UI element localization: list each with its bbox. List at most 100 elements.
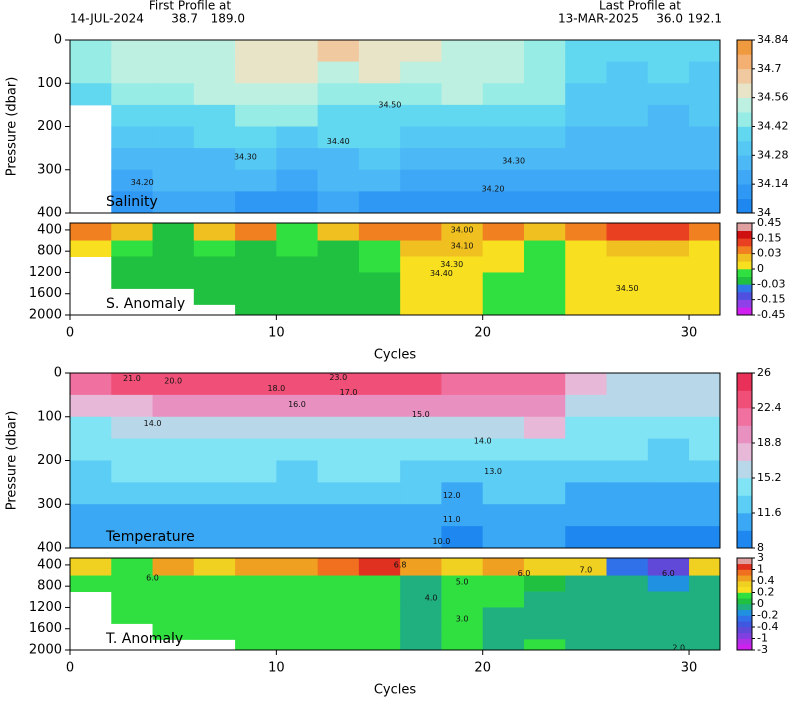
heat-cell bbox=[689, 623, 721, 640]
heat-cell bbox=[111, 438, 154, 461]
colorbar-bin bbox=[737, 581, 752, 588]
x-tick-label: 30 bbox=[681, 661, 698, 676]
heat-cell bbox=[689, 504, 721, 527]
heat-cell bbox=[565, 438, 608, 461]
heat-cell bbox=[317, 223, 360, 242]
heat-cell bbox=[235, 460, 277, 483]
heat-cell bbox=[193, 623, 236, 640]
heat-cell bbox=[276, 126, 319, 149]
heat-cell bbox=[400, 126, 442, 149]
colorbar-bin bbox=[737, 83, 752, 98]
heat-cell bbox=[689, 61, 721, 84]
heat-cell bbox=[152, 482, 195, 505]
contour-label: 7.0 bbox=[580, 566, 593, 575]
heat-cell bbox=[111, 169, 154, 192]
colorbar-bin bbox=[737, 198, 752, 214]
heat-cell bbox=[441, 240, 484, 258]
contour-label: 14.0 bbox=[474, 436, 492, 445]
heat-cell bbox=[358, 126, 401, 149]
heat-cell bbox=[111, 148, 154, 171]
heat-cell bbox=[400, 272, 442, 289]
colorbar-tick-label: 1 bbox=[757, 563, 764, 576]
heat-cell bbox=[70, 526, 112, 549]
heat-cell bbox=[523, 272, 566, 289]
heat-cell bbox=[235, 272, 277, 289]
heat-cell bbox=[482, 104, 525, 127]
heat-cell bbox=[523, 288, 566, 305]
heat-cell bbox=[565, 607, 608, 624]
heat-cell bbox=[689, 104, 721, 127]
heat-cell bbox=[111, 191, 154, 214]
colorbar-bin bbox=[737, 495, 752, 514]
heat-cell bbox=[647, 191, 690, 214]
heat-cell bbox=[193, 482, 236, 505]
y-tick-label: 2000 bbox=[29, 643, 62, 658]
heat-cell bbox=[606, 482, 649, 505]
heat-cell bbox=[152, 460, 195, 483]
y-tick-label: 400 bbox=[37, 222, 62, 237]
heat-cell bbox=[441, 623, 484, 640]
heat-cell bbox=[647, 169, 690, 192]
colorbar-bin bbox=[737, 575, 752, 582]
heat-cell bbox=[111, 104, 154, 127]
contour-label: 10.0 bbox=[433, 537, 451, 546]
heat-cell bbox=[523, 460, 566, 483]
x-tick-label: 20 bbox=[474, 326, 491, 341]
heat-cell bbox=[317, 575, 360, 593]
heat-cell bbox=[276, 504, 319, 527]
heat-cell bbox=[400, 623, 442, 640]
heat-cell bbox=[441, 575, 484, 593]
colorbar-tick-label: 8 bbox=[757, 541, 764, 554]
y-tick-label: 200 bbox=[37, 453, 62, 468]
heat-cell bbox=[482, 373, 525, 396]
heat-cell bbox=[565, 104, 608, 127]
heat-cell bbox=[111, 575, 154, 593]
heat-cell bbox=[152, 623, 195, 640]
colorbar-bin bbox=[737, 621, 752, 628]
heat-cell bbox=[482, 416, 525, 440]
heat-cell bbox=[358, 240, 401, 258]
heat-cell bbox=[111, 526, 154, 549]
heat-cell bbox=[482, 40, 525, 63]
heat-cell bbox=[70, 482, 112, 505]
heat-cell bbox=[193, 272, 236, 289]
heat-cell bbox=[606, 394, 649, 418]
heat-cell bbox=[193, 169, 236, 192]
heat-cell bbox=[317, 272, 360, 289]
y-tick-label: 400 bbox=[37, 557, 62, 572]
heat-cell bbox=[276, 304, 319, 316]
heat-cell bbox=[276, 526, 319, 549]
heat-cell bbox=[317, 191, 360, 214]
heat-cell bbox=[441, 169, 484, 192]
heat-cell bbox=[193, 394, 236, 418]
first-lon: 189.0 bbox=[211, 12, 245, 26]
heat-cell bbox=[400, 591, 442, 608]
heat-cell bbox=[482, 482, 525, 505]
heat-cell bbox=[523, 191, 566, 214]
y-tick-label: 400 bbox=[37, 206, 62, 221]
heat-cell bbox=[358, 104, 401, 127]
heat-cell bbox=[400, 304, 442, 316]
colorbar-bin bbox=[737, 627, 752, 634]
heat-cell bbox=[441, 223, 484, 242]
heat-cell bbox=[647, 623, 690, 640]
heat-cell bbox=[152, 272, 195, 289]
contour-label: 17.0 bbox=[340, 388, 358, 397]
heat-cell bbox=[193, 416, 236, 440]
heat-cell bbox=[647, 482, 690, 505]
heat-cell bbox=[647, 223, 690, 242]
heat-cell bbox=[647, 575, 690, 593]
colorbar-bin bbox=[737, 269, 752, 277]
y-tick-label: 1600 bbox=[29, 621, 62, 636]
heat-cell bbox=[565, 482, 608, 505]
colorbar-bin bbox=[737, 598, 752, 605]
heat-cell bbox=[400, 416, 442, 440]
panel: 34.50 34.40 34.30 34.30 34.20 34.20 0 100 200 300… bbox=[5, 33, 789, 221]
heat-cell bbox=[317, 394, 360, 418]
heat-cell bbox=[523, 148, 566, 171]
colorbar-bin bbox=[737, 390, 752, 409]
contour-label: 14.0 bbox=[144, 419, 162, 428]
heat-cell bbox=[111, 40, 154, 63]
heat-cell bbox=[358, 40, 401, 63]
colorbar-tick-label: 15.2 bbox=[757, 471, 782, 484]
